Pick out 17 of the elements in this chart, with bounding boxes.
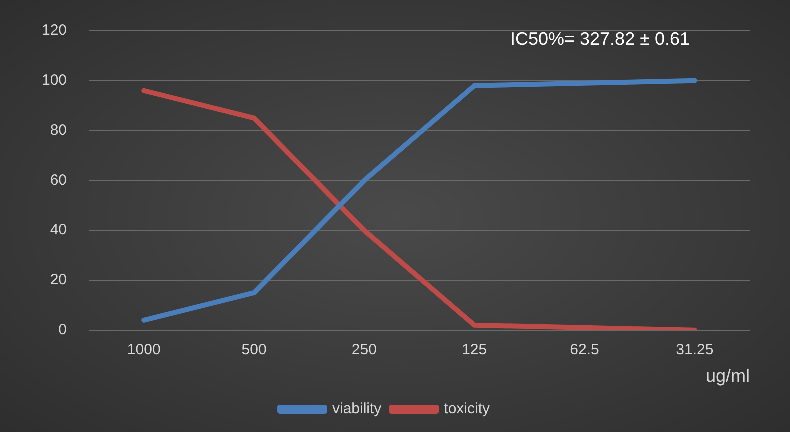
y-tick-label: 0 bbox=[58, 322, 68, 339]
y-tick-label: 100 bbox=[42, 72, 68, 90]
x-tick-label: 125 bbox=[462, 342, 488, 359]
x-tick-label: 500 bbox=[242, 342, 267, 359]
x-tick-label: 62.5 bbox=[570, 342, 600, 359]
x-tick-label: 31.25 bbox=[676, 342, 714, 359]
legend-label: viability bbox=[332, 400, 382, 418]
y-tick-label: 80 bbox=[50, 122, 68, 139]
y-tick-label: 120 bbox=[42, 22, 68, 40]
y-tick-label: 60 bbox=[50, 172, 68, 189]
x-axis-title: ug/ml bbox=[706, 366, 750, 386]
y-tick-label: 20 bbox=[50, 272, 68, 289]
y-tick-label: 40 bbox=[50, 222, 68, 239]
legend-label: toxicity bbox=[444, 400, 491, 418]
x-tick-label: 250 bbox=[352, 342, 377, 359]
annotation: IC50%= 327.82 ± 0.61 bbox=[510, 28, 690, 49]
x-tick-label: 1000 bbox=[127, 342, 161, 359]
